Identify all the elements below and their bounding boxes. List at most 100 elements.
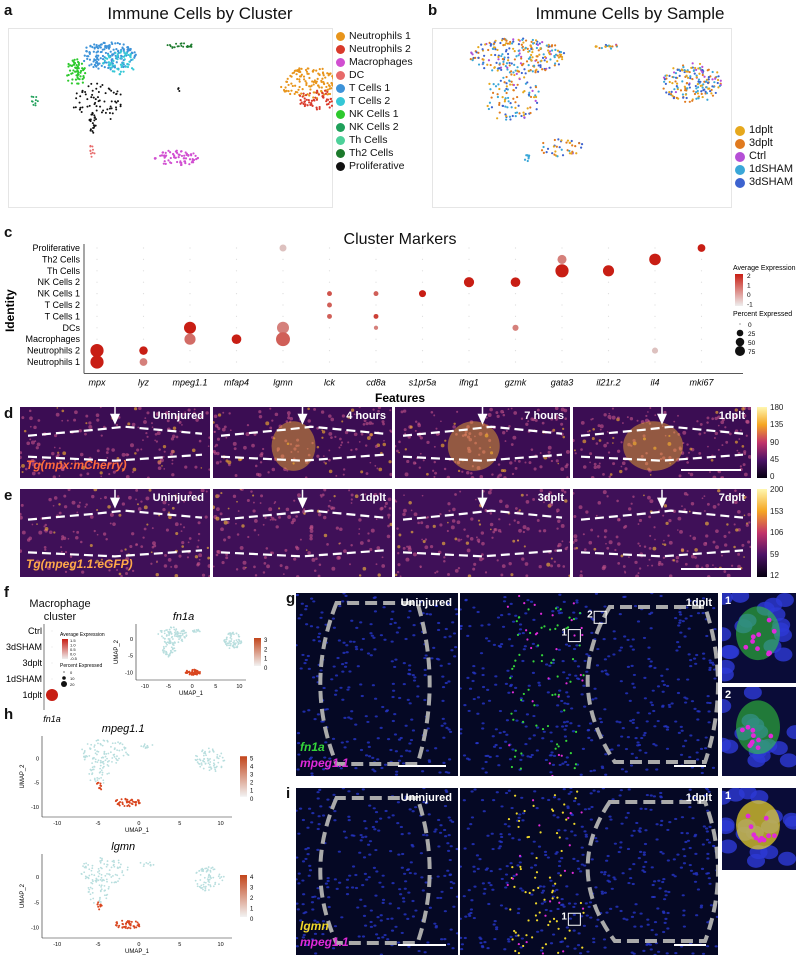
- d-frame-image: [573, 407, 751, 478]
- legend-entry: Ctrl: [735, 150, 793, 163]
- d-frame-image: [395, 407, 570, 478]
- legend-entry: 3dplt: [735, 137, 793, 150]
- f-pct-tick: 0: [70, 670, 73, 675]
- sample-th2-cloud: [594, 43, 619, 50]
- dotplot-bg-dot: [607, 350, 610, 352]
- dotplot-bg-dot: [96, 315, 98, 317]
- dotplot-bg-dot: [189, 258, 191, 260]
- d-frame-image: [213, 407, 392, 478]
- pct-legend-tick: 0: [748, 322, 752, 329]
- dotplot-feature-label: s1pr5a: [409, 377, 437, 387]
- dotplot-bg-dot: [189, 304, 191, 306]
- legend-swatch: [735, 164, 745, 175]
- dotplot-bg-dot: [421, 258, 424, 260]
- umap-expressing-cells: [95, 781, 103, 791]
- dotplot-point: [327, 302, 332, 308]
- f-feature-label: fn1a: [43, 714, 61, 724]
- i-fish-frame-2: 1 1dplt: [460, 788, 718, 955]
- d-frame-label: Uninjured: [152, 410, 204, 422]
- e-frame-label: Uninjured: [152, 492, 204, 504]
- umap-xtick: -10: [141, 684, 149, 690]
- panel-label-g: g: [286, 590, 296, 607]
- dotplot-point: [276, 332, 290, 347]
- dotplot-identity-label: DCs: [63, 323, 81, 333]
- dotplot-feature-label: il21r.2: [596, 377, 620, 387]
- inset-marker-box: [567, 629, 581, 643]
- e-dashed-outline: [27, 549, 203, 558]
- umap-xlabel: UMAP_1: [125, 828, 150, 834]
- neutrophils-1-cluster: [280, 67, 333, 100]
- macrophage-cluster-title: Macrophage cluster: [20, 598, 100, 624]
- legend-swatch: [336, 71, 345, 80]
- dotplot-bg-dot: [96, 258, 98, 260]
- dotplot-bg-dot: [700, 350, 703, 352]
- legend-swatch: [735, 125, 745, 136]
- d-frame-label: 1dplt: [718, 410, 745, 422]
- dotplot-bg-dot: [468, 315, 470, 317]
- dotplot-point: [184, 333, 196, 345]
- umap-colorbar-tick: 1: [264, 657, 268, 663]
- dotplot-bg-dot: [607, 315, 610, 317]
- fn1a-sample-dotplot: Ctrl3dSHAM3dplt1dSHAM1dpltfn1aAverage Ex…: [6, 624, 61, 724]
- dotplot-bg-dot: [282, 350, 284, 352]
- avg-expr-tick: 2: [747, 273, 751, 280]
- pct-legend-tick: 75: [748, 349, 756, 356]
- dotplot-bg-dot: [514, 315, 517, 317]
- umap-cells: [140, 743, 154, 749]
- panel-label-h: h: [4, 706, 14, 723]
- f-sample-label: 1dplt: [22, 690, 42, 700]
- legend-label: NK Cells 2: [349, 121, 399, 133]
- avg-expr-colorbar: [735, 274, 743, 306]
- dotplot-bg-dot: [700, 293, 703, 295]
- dotplot-bg-dot: [607, 247, 610, 249]
- umap-ylabel: UMAP_2: [114, 639, 120, 664]
- pct-legend-tick: 25: [748, 331, 756, 338]
- dotplot-point: [90, 355, 104, 369]
- dotplot-bg-dot: [700, 304, 703, 306]
- panel-a-title: Immune Cells by Cluster: [107, 4, 293, 23]
- umap-xtick: -10: [53, 821, 61, 827]
- g-fish-frame-2: 1 2 1dplt: [460, 593, 718, 776]
- e-colorbar-tick: 59: [770, 549, 779, 559]
- g-dashed-outline: [585, 605, 718, 764]
- e-colorbar: [757, 489, 767, 577]
- panel-label-b: b: [428, 2, 438, 19]
- dotplot-bg-dot: [375, 338, 377, 340]
- dotplot-point: [139, 358, 148, 366]
- umap-ytick: -10: [31, 926, 39, 932]
- dotplot-bg-dot: [607, 304, 610, 306]
- dotplot-bg-dot: [96, 327, 98, 329]
- d-frame-4: 1dplt: [573, 407, 751, 478]
- macrophage-title-line1: Macrophage: [29, 598, 91, 610]
- dotplot-point: [231, 334, 242, 345]
- panel-label-e: e: [4, 487, 13, 504]
- dotplot-point: [327, 313, 332, 319]
- arrowhead-icon: [657, 413, 667, 425]
- umap-xtick: -10: [53, 942, 61, 948]
- dotplot-bg-dot: [282, 293, 284, 295]
- d-dashed-outline: [27, 453, 203, 462]
- f-pct-dot: [62, 676, 66, 680]
- dotplot-bg-dot: [282, 315, 284, 317]
- legend-entry: NK Cells 2: [336, 121, 413, 134]
- umap-colorbar-tick: 2: [250, 896, 254, 902]
- umap-expressing-cells: [96, 901, 103, 911]
- dotplot-identity-label: T Cells 1: [45, 311, 80, 321]
- dotplot-bg-dot: [561, 327, 563, 329]
- g-dashed-outline: [318, 601, 432, 766]
- dotplot-bg-dot: [561, 361, 563, 363]
- dotplot-identity-label: Th Cells: [47, 266, 81, 276]
- e-colorbar-tick: 153: [770, 506, 784, 516]
- dotplot-point: [327, 291, 332, 297]
- legend-entry: T Cells 1: [336, 82, 413, 95]
- dotplot-point: [373, 313, 379, 319]
- umap-ytick: -5: [34, 900, 39, 906]
- nk-cells-1-cluster: [66, 58, 87, 85]
- dotplot-bg-dot: [328, 350, 331, 352]
- legend-label: 3dplt: [749, 137, 773, 149]
- f-pct-title: Percent Expressed: [60, 663, 102, 669]
- legend-swatch: [336, 149, 345, 158]
- dotplot-bg-dot: [142, 247, 145, 249]
